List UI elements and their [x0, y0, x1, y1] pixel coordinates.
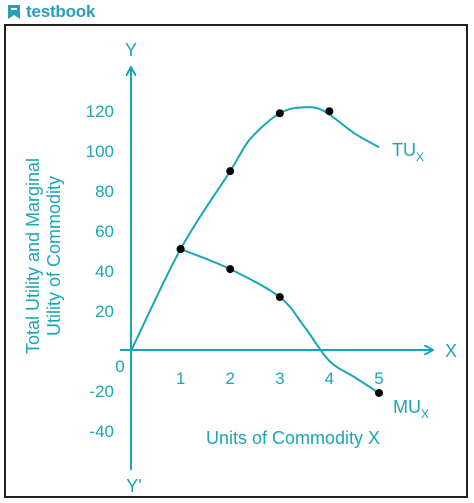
- tu-series-label: TUX: [392, 140, 424, 164]
- mu-data-point: [375, 388, 383, 397]
- mu-data-point: [176, 245, 185, 254]
- x-tick-label: 4: [325, 369, 334, 388]
- testbook-logo-icon: [8, 5, 20, 19]
- y-axis-title-line2: Utility of Commodity: [44, 176, 64, 336]
- tu-series-name: TU: [392, 140, 416, 160]
- x-tick-label: 3: [275, 369, 284, 388]
- y-axis-title-line1: Total Utility and Marginal: [23, 158, 43, 354]
- tu-data-point: [325, 107, 334, 116]
- brand-name: testbook: [26, 2, 96, 21]
- y-tick-group: 120 100 80 60 40 20 -20 -40: [86, 102, 114, 441]
- x-tick-group: 1 2 3 4 5: [176, 369, 384, 388]
- mu-series-name: MU: [393, 397, 421, 417]
- mu-series-label: MUX: [393, 397, 429, 421]
- y-tick-label: 40: [95, 262, 114, 281]
- x-axis-title: Units of Commodity X: [206, 428, 380, 448]
- tu-data-point: [226, 167, 235, 176]
- brand-logo: testbook: [6, 2, 95, 22]
- chart-frame: [4, 24, 468, 498]
- y-axis-top-label: Y: [125, 40, 137, 60]
- y-tick-label: 120: [86, 102, 114, 121]
- y-tick-label: 100: [86, 142, 114, 161]
- mu-data-point: [226, 265, 235, 274]
- mu-data-point: [275, 293, 284, 302]
- tu-data-point: [275, 109, 284, 118]
- tu-series-subscript: X: [416, 150, 424, 164]
- y-axis-bottom-label: Y': [126, 476, 141, 496]
- y-tick-label: 20: [95, 302, 114, 321]
- y-tick-label: 60: [95, 222, 114, 241]
- y-tick-label: 80: [95, 182, 114, 201]
- x-tick-label: 1: [176, 369, 185, 388]
- x-tick-label: 2: [225, 369, 234, 388]
- x-axis-end-label: X: [445, 341, 457, 361]
- x-tick-label: 5: [374, 369, 383, 388]
- data-point-group: [176, 107, 383, 397]
- origin-label: 0: [115, 357, 124, 376]
- mu-series-subscript: X: [421, 407, 429, 421]
- y-tick-label: -40: [89, 422, 114, 441]
- y-tick-label: -20: [89, 382, 114, 401]
- tu-curve: [130, 106, 380, 352]
